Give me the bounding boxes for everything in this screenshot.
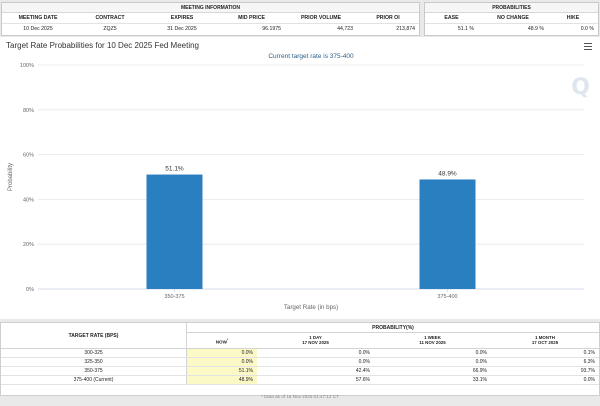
rate-cell: 325-350 <box>1 358 187 366</box>
y-tick-label: 80% <box>23 108 34 114</box>
y-tick-label: 40% <box>23 197 34 203</box>
meeting-info-row: 10 Dec 2025 ZQZ5 31 Dec 2025 96.1975 44,… <box>2 24 419 35</box>
table-body: 300-325 0.0% 0.0% 0.0% 0.1% 325-350 0.0% 0.0% 0.… <box>1 349 599 385</box>
one-week-cell: 0.0% <box>475 359 487 365</box>
one-day-cell: 0.0% <box>358 350 370 356</box>
one-day-cell: 0.0% <box>358 359 370 365</box>
col-hike: HIKE <box>566 15 580 21</box>
now-cell: 0.0% <box>187 349 257 357</box>
probability-history-table: TARGET RATE (BPS) PROBABILITY(%) NOW* 1 … <box>0 322 600 396</box>
expires-value: 31 Dec 2025 <box>167 26 197 32</box>
col-contract: CONTRACT <box>95 15 125 21</box>
chart-card: Target Rate Probabilities for 10 Dec 202… <box>0 37 600 319</box>
rate-cell: 375-400 (Current) <box>1 376 187 384</box>
x-tick-label: 350-375 <box>164 294 184 300</box>
col-target-rate: TARGET RATE (BPS) <box>1 323 187 348</box>
probability-group-header: PROBABILITY(%) <box>187 323 599 333</box>
now-cell: 51.1% <box>187 367 257 375</box>
data-timestamp-footnote: * Data as of 18 Nov 2025 01:47:12 CT <box>261 394 339 399</box>
table-row: 325-350 0.0% 0.0% 0.0% 6.3% <box>1 358 599 367</box>
chart-subtitle: Current target rate is 375-400 <box>268 53 354 60</box>
col-1-week: 1 WEEK 11 NOV 2025 <box>419 335 446 345</box>
col-ease: EASE <box>444 15 459 21</box>
chart-title: Target Rate Probabilities for 10 Dec 202… <box>6 41 199 50</box>
y-tick-label: 20% <box>23 242 34 248</box>
probabilities-header: PROBABILITIES <box>425 3 598 13</box>
col-now-asterisk: * <box>226 338 229 342</box>
one-month-cell: 0.1% <box>583 350 595 356</box>
x-axis-title: Target Rate (in bps) <box>284 304 338 311</box>
meeting-information-table: MEETING INFORMATION MEETING DATE CONTRAC… <box>1 2 420 36</box>
one-week-cell: 66.9% <box>472 368 487 374</box>
one-day-cell: 57.6% <box>355 377 370 383</box>
one-month-cell: 0.0% <box>583 377 595 383</box>
col-no-change: NO CHANGE <box>497 15 529 21</box>
now-cell: 0.0% <box>187 358 257 366</box>
one-week-cell: 0.0% <box>475 350 487 356</box>
col-expires: EXPIRES <box>170 15 194 21</box>
rate-cell: 350-375 <box>1 367 187 375</box>
bar-chart: Current target rate is 375-400 0% 20% 40% 60… <box>8 53 584 311</box>
col-prior-volume: PRIOR VOLUME <box>300 15 342 21</box>
bar-350-375 <box>146 174 203 289</box>
probabilities-row: 51.1 % 48.9 % 0.0 % <box>425 24 598 35</box>
chart-menu-icon[interactable] <box>584 43 592 50</box>
table-row: 350-375 51.1% 42.4% 66.9% 93.7% <box>1 367 599 376</box>
col-1-day: 1 DAY 17 NOV 2025 <box>302 335 329 345</box>
col-mid-price: MID PRICE <box>238 15 265 21</box>
bar-375-400 <box>419 179 476 289</box>
col-1-month: 1 MONTH 17 OCT 2025 <box>531 335 559 345</box>
y-tick-label: 100% <box>20 63 34 69</box>
y-tick-label: 0% <box>26 287 34 293</box>
no-change-value: 48.9 % <box>527 26 544 32</box>
table-row: 300-325 0.0% 0.0% 0.0% 0.1% <box>1 349 599 358</box>
contract-value: ZQZ5 <box>103 26 117 32</box>
top-info-panel: MEETING INFORMATION MEETING DATE CONTRAC… <box>0 0 600 36</box>
probabilities-table: PROBABILITIES EASE NO CHANGE HIKE 51.1 %… <box>424 2 599 36</box>
mid-price-value: 96.1975 <box>262 26 281 32</box>
table-header: TARGET RATE (BPS) PROBABILITY(%) NOW* 1 … <box>1 323 599 349</box>
hike-value: 0.0 % <box>580 26 594 32</box>
table-row: 375-400 (Current) 48.9% 57.6% 33.1% 0.0% <box>1 376 599 385</box>
col-now: NOW* <box>215 338 229 345</box>
meeting-date-value: 10 Dec 2025 <box>23 26 53 32</box>
rate-cell: 300-325 <box>1 349 187 357</box>
bar-value-label: 51.1% <box>165 166 184 173</box>
x-tick-label: 375-400 <box>437 294 457 300</box>
prior-oi-value: 213,874 <box>396 26 415 32</box>
one-month-cell: 6.3% <box>583 359 595 365</box>
prior-volume-value: 44,723 <box>337 26 353 32</box>
col-prior-oi: PRIOR OI <box>376 15 400 21</box>
meeting-info-columns: MEETING DATE CONTRACT EXPIRES MID PRICE … <box>2 13 419 24</box>
one-month-cell: 93.7% <box>580 368 595 374</box>
y-axis-title: Probability <box>8 163 14 191</box>
now-cell: 48.9% <box>187 376 257 384</box>
col-meeting-date: MEETING DATE <box>18 15 58 21</box>
one-day-cell: 42.4% <box>355 368 370 374</box>
bar-value-label: 48.9% <box>438 170 457 177</box>
watermark-logo: Q <box>571 75 590 100</box>
ease-value: 51.1 % <box>457 26 474 32</box>
y-tick-label: 60% <box>23 153 34 159</box>
one-week-cell: 33.1% <box>472 377 487 383</box>
meeting-information-header: MEETING INFORMATION <box>2 3 419 13</box>
probabilities-columns: EASE NO CHANGE HIKE <box>425 13 598 24</box>
